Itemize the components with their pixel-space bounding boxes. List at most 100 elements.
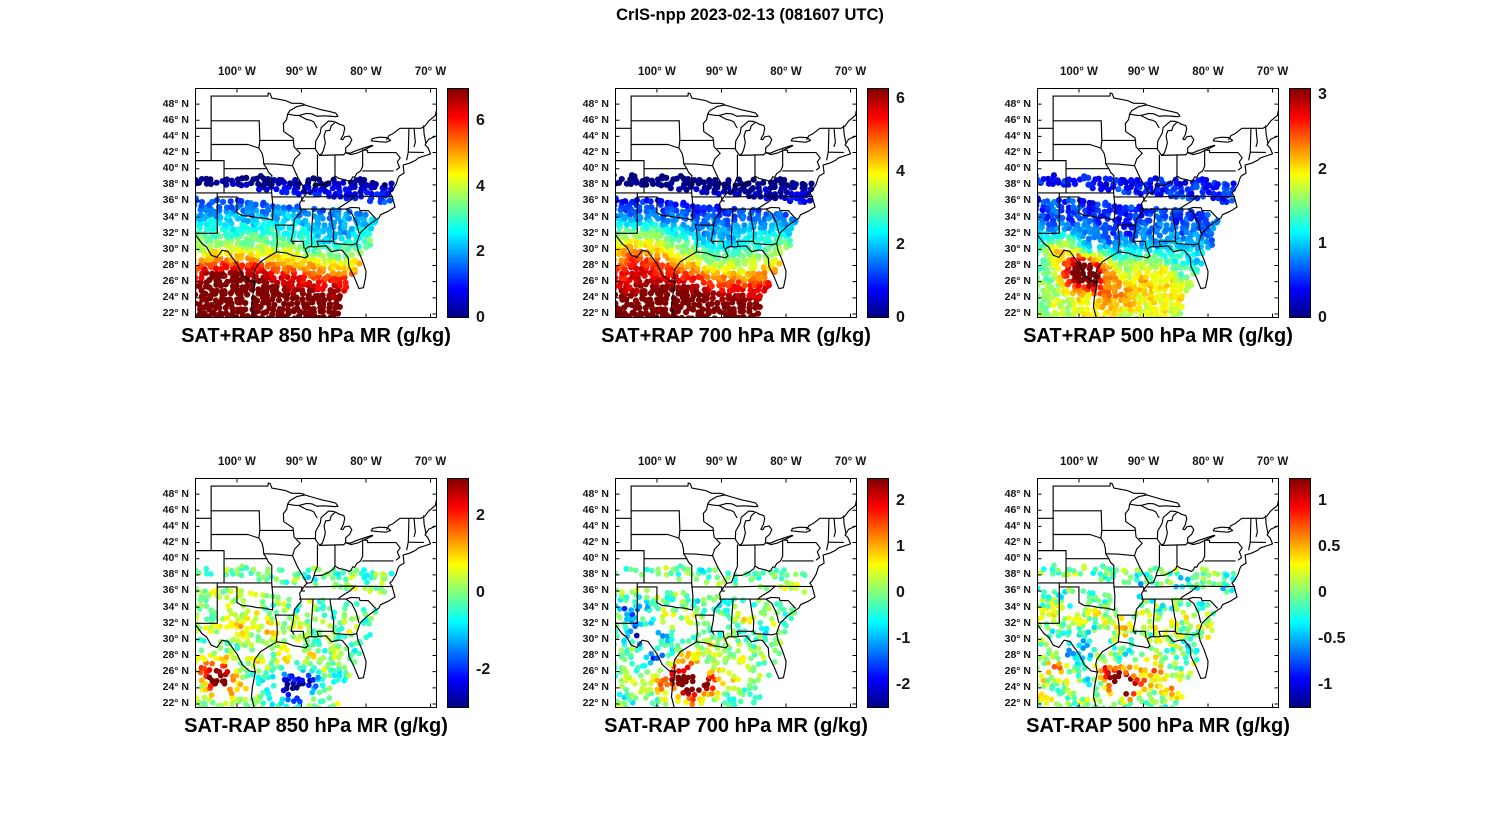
x-tick-label: 100° W xyxy=(1060,66,1098,78)
x-tick-label: 70° W xyxy=(414,456,447,468)
y-tick-label: 48° N xyxy=(582,487,609,500)
colorbar-tick-label: 4 xyxy=(896,162,905,180)
y-tick-label: 28° N xyxy=(582,259,609,272)
x-tick-label: 80° W xyxy=(1192,456,1224,468)
y-tick-label: 22° N xyxy=(582,697,609,710)
x-tick-label: 80° W xyxy=(1192,66,1224,78)
x-tick-label: 80° W xyxy=(350,456,382,468)
y-tick-label: 24° N xyxy=(162,291,189,304)
panel-sat-plus-rap-700: SAT+RAP 700 hPa MR (g/kg) 100° W 90° W 80°… xyxy=(583,66,905,347)
y-tick-label: 26° N xyxy=(582,275,609,288)
y-tick-label: 40° N xyxy=(162,552,189,565)
panel-title: SAT-RAP 700 hPa MR (g/kg) xyxy=(604,715,868,737)
x-tick-label: 80° W xyxy=(770,66,802,78)
y-tick-label: 22° N xyxy=(1004,307,1031,320)
y-tick-label: 36° N xyxy=(582,194,609,207)
y-tick-label: 48° N xyxy=(1004,97,1031,110)
y-tick-label: 24° N xyxy=(1004,681,1031,694)
y-tick-label: 44° N xyxy=(162,519,189,532)
y-tick-label: 34° N xyxy=(162,210,189,223)
y-tick-label: 30° N xyxy=(1004,632,1031,645)
map-canvas xyxy=(195,88,437,318)
y-tick-label: 22° N xyxy=(162,697,189,710)
y-tick-label: 34° N xyxy=(582,600,609,613)
colorbar-tick-label: 0 xyxy=(1318,584,1327,601)
y-tick-label: 30° N xyxy=(582,242,609,255)
colorbar-tick-label: -2 xyxy=(476,660,491,678)
colorbar-canvas xyxy=(867,478,889,708)
colorbar-tick-label: 2 xyxy=(896,235,905,253)
y-tick-label: 28° N xyxy=(162,259,189,272)
x-tick-label: 90° W xyxy=(285,456,318,468)
y-tick-label: 32° N xyxy=(582,616,609,629)
y-tick-label: 30° N xyxy=(162,242,189,255)
colorbar-canvas xyxy=(1289,88,1311,318)
colorbar-tick-label: 0 xyxy=(476,309,485,326)
y-tick-label: 36° N xyxy=(162,584,189,597)
x-tick-label: 100° W xyxy=(218,66,256,78)
map-canvas xyxy=(1037,88,1279,318)
colorbar-canvas xyxy=(447,478,469,708)
colorbar-tick-label: 2 xyxy=(896,492,905,509)
y-tick-label: 32° N xyxy=(162,616,189,629)
y-tick-label: 30° N xyxy=(582,632,609,645)
y-tick-label: 40° N xyxy=(1004,162,1031,175)
y-tick-label: 42° N xyxy=(162,536,189,549)
panel-sat-plus-rap-850: SAT+RAP 850 hPa MR (g/kg) 100° W 90° W 80°… xyxy=(163,66,485,347)
map-canvas xyxy=(615,478,857,708)
y-tick-label: 32° N xyxy=(582,226,609,239)
y-tick-label: 30° N xyxy=(1004,242,1031,255)
y-tick-label: 22° N xyxy=(582,307,609,320)
y-tick-label: 44° N xyxy=(162,129,189,142)
y-tick-label: 44° N xyxy=(1004,519,1031,532)
colorbar-tick-label: 0 xyxy=(1318,309,1327,326)
colorbar-tick-label: -1 xyxy=(1318,676,1333,693)
x-tick-label: 70° W xyxy=(414,66,447,78)
y-tick-label: 36° N xyxy=(162,194,189,207)
y-tick-label: 34° N xyxy=(162,600,189,613)
y-tick-label: 40° N xyxy=(582,162,609,175)
y-tick-label: 34° N xyxy=(1004,210,1031,223)
map-canvas xyxy=(615,88,857,318)
x-tick-label: 90° W xyxy=(705,456,738,468)
y-tick-label: 48° N xyxy=(1004,487,1031,500)
y-tick-label: 24° N xyxy=(162,681,189,694)
y-tick-label: 24° N xyxy=(582,291,609,304)
x-tick-label: 90° W xyxy=(1127,456,1160,468)
y-tick-label: 38° N xyxy=(582,178,609,191)
y-tick-label: 34° N xyxy=(1004,600,1031,613)
colorbar-tick-label: 6 xyxy=(896,89,905,107)
y-tick-label: 32° N xyxy=(162,226,189,239)
y-tick-label: 28° N xyxy=(582,649,609,662)
colorbar-tick-label: 0 xyxy=(896,584,905,601)
colorbar-tick-label: -0.5 xyxy=(1318,630,1346,647)
colorbar-canvas xyxy=(447,88,469,318)
panel-title: SAT+RAP 700 hPa MR (g/kg) xyxy=(601,325,871,347)
y-tick-label: 26° N xyxy=(582,665,609,678)
colorbar-tick-label: 4 xyxy=(476,177,485,195)
y-tick-label: 42° N xyxy=(582,536,609,549)
panel-sat-minus-rap-850: SAT-RAP 850 hPa MR (g/kg) 100° W 90° W 80°… xyxy=(163,456,491,737)
colorbar-tick-label: 0 xyxy=(896,309,905,326)
y-tick-label: 32° N xyxy=(1004,616,1031,629)
map-canvas xyxy=(195,478,437,708)
x-tick-label: 100° W xyxy=(638,456,676,468)
y-tick-label: 28° N xyxy=(162,649,189,662)
y-tick-label: 40° N xyxy=(162,162,189,175)
colorbar-tick-label: -2 xyxy=(896,676,911,693)
y-tick-label: 26° N xyxy=(1004,665,1031,678)
colorbar-tick-label: 2 xyxy=(1318,160,1327,178)
y-tick-label: 40° N xyxy=(582,552,609,565)
y-tick-label: 46° N xyxy=(582,503,609,516)
y-tick-label: 28° N xyxy=(1004,259,1031,272)
y-tick-label: 34° N xyxy=(582,210,609,223)
colorbar-tick-label: 3 xyxy=(1318,86,1327,104)
x-tick-label: 100° W xyxy=(638,66,676,78)
colorbar-tick-label: 0.5 xyxy=(1318,538,1341,555)
x-tick-label: 90° W xyxy=(705,66,738,78)
y-tick-label: 26° N xyxy=(162,665,189,678)
panel-title: SAT-RAP 850 hPa MR (g/kg) xyxy=(184,715,448,737)
x-tick-label: 80° W xyxy=(350,66,382,78)
y-tick-label: 26° N xyxy=(162,275,189,288)
